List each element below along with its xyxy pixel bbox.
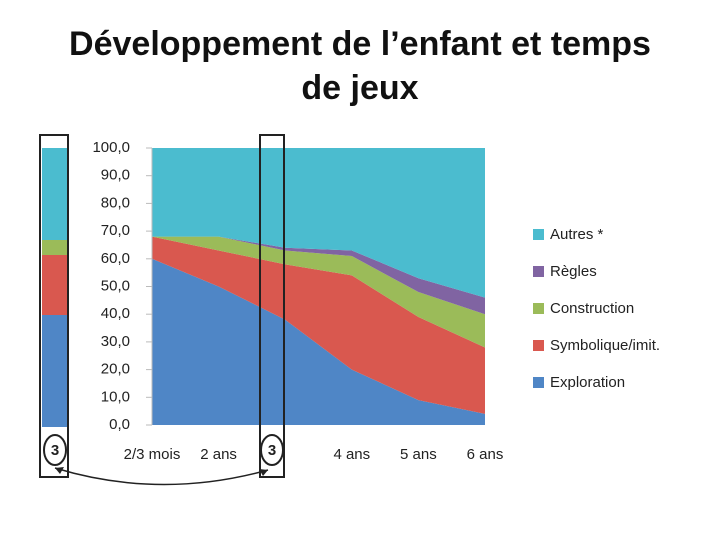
y-tick-label: 70,0: [101, 222, 130, 239]
chart-title: Développement de l’enfant et temps de je…: [69, 25, 651, 107]
legend-label: Construction: [550, 300, 634, 317]
y-tick-label: 60,0: [101, 250, 130, 267]
arrow: [54, 467, 269, 486]
highlight-box: [39, 134, 69, 478]
legend-swatch: [533, 229, 544, 240]
legend-swatch: [533, 266, 544, 277]
area: [152, 236, 485, 414]
legend-label: Exploration: [550, 374, 625, 391]
x-tick-label: 5 ans: [400, 446, 437, 463]
x-tick-label: 6 ans: [467, 446, 504, 463]
decor: [42, 315, 68, 427]
decor: [42, 148, 68, 240]
annotation: 3: [51, 442, 59, 459]
x-tick-label: 4 ans: [333, 446, 370, 463]
y-tick-label: 10,0: [101, 388, 130, 405]
arrowhead: [55, 467, 268, 476]
x-tick-label: 2 ans: [200, 446, 237, 463]
area: [152, 258, 485, 425]
legend-swatch: [533, 377, 544, 388]
legend-label: Règles: [550, 263, 597, 280]
annotation-circle: [260, 434, 284, 466]
y-tick-label: 80,0: [101, 194, 130, 211]
legend-label: Autres *: [550, 226, 604, 243]
y-tick-label: 50,0: [101, 277, 130, 294]
y-tick-label: 90,0: [101, 167, 130, 184]
annotation-circle: [43, 434, 67, 466]
area: [152, 236, 485, 315]
x-tick-label: 2/3 mois: [124, 446, 181, 463]
legend-swatch: [533, 303, 544, 314]
annotation: 3: [268, 442, 276, 459]
y-tick-label: 30,0: [101, 333, 130, 350]
legend-label: Symbolique/imit.: [550, 337, 660, 354]
highlight-box: [259, 134, 285, 478]
y-tick-label: 100,0: [92, 139, 130, 156]
legend-swatch: [533, 340, 544, 351]
decor: [42, 255, 68, 325]
y-tick-label: 20,0: [101, 361, 130, 378]
y-tick-label: 40,0: [101, 305, 130, 322]
area: [152, 148, 485, 298]
y-tick-label: 0,0: [109, 416, 130, 433]
